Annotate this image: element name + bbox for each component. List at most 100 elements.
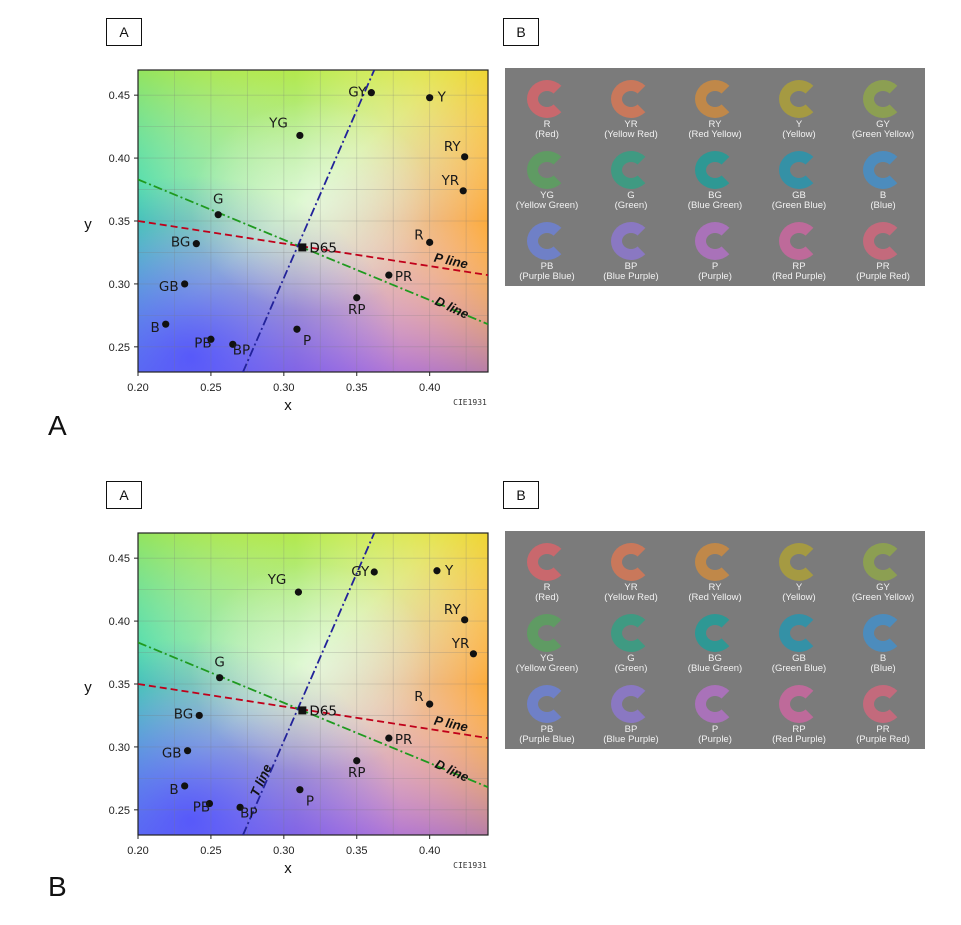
y-tick-label: 0.40 <box>109 153 130 165</box>
color-swatch-panel: R (Red) YR (Yellow Red) RY (Red Yellow) Y (Yell… <box>505 531 925 749</box>
swatch-panel-label: B <box>503 18 539 46</box>
reference-line <box>242 533 376 835</box>
point-label: PR <box>395 732 413 748</box>
point-label: YR <box>451 636 470 652</box>
y-axis-label: y <box>84 216 92 233</box>
x-tick-label: 0.20 <box>127 382 148 394</box>
landolt-ring-icon <box>863 543 903 581</box>
chromaticity-background <box>138 533 488 835</box>
point-label: B <box>169 782 178 798</box>
landolt-ring-icon <box>695 685 735 723</box>
swatch-name: (Purple Red) <box>856 271 910 282</box>
x-tick-label: 0.25 <box>200 845 221 857</box>
line-label: P line <box>433 713 470 735</box>
landolt-ring-icon <box>527 685 567 723</box>
figure-a: A B P line D line Y GY YG RY YR G BG R GB PR RP P B PB B… <box>0 0 961 462</box>
swatch-name: (Purple Red) <box>856 734 910 745</box>
data-point <box>296 786 304 794</box>
point-label: YR <box>441 173 460 189</box>
swatch-name: (Purple Blue) <box>519 734 575 745</box>
swatch-name: (Red) <box>535 592 559 603</box>
landolt-ring-icon <box>611 543 651 581</box>
swatch-code: G <box>627 190 635 201</box>
swatch-gb: GB (Green Blue) <box>757 139 841 211</box>
white-point-label: D65 <box>309 240 337 256</box>
point-label: R <box>414 689 423 705</box>
swatch-code: BP <box>624 724 638 735</box>
swatch-name: (Red Yellow) <box>688 129 742 140</box>
source-label: CIE1931 <box>453 861 487 870</box>
point-label: BG <box>174 706 194 722</box>
swatch-name: (Green Blue) <box>771 663 827 674</box>
swatch-code: RY <box>708 582 722 593</box>
swatch-yr: YR (Yellow Red) <box>589 531 673 603</box>
swatch-r: R (Red) <box>505 531 589 603</box>
landolt-ring-icon <box>779 685 819 723</box>
swatch-ry: RY (Red Yellow) <box>673 68 757 140</box>
y-tick-label: 0.25 <box>109 342 130 354</box>
landolt-ring-icon <box>863 614 903 652</box>
swatch-name: (Red) <box>535 129 559 140</box>
swatch-name: (Blue Green) <box>687 200 743 211</box>
swatch-name: (Blue) <box>870 663 896 674</box>
swatch-name: (Blue Green) <box>687 663 743 674</box>
landolt-ring-icon <box>611 685 651 723</box>
swatch-pb: PB (Purple Blue) <box>505 210 589 282</box>
x-tick-label: 0.35 <box>346 382 367 394</box>
swatch-gy: GY (Green Yellow) <box>841 68 925 140</box>
data-point <box>459 187 467 195</box>
y-tick-label: 0.40 <box>109 616 130 628</box>
data-point <box>370 568 378 576</box>
chart-panel-label: A <box>106 481 142 509</box>
data-point <box>469 650 478 658</box>
x-tick-label: 0.40 <box>419 845 440 857</box>
data-point <box>162 320 170 328</box>
swatch-name: (Yellow Green) <box>515 200 579 211</box>
point-label: YG <box>268 115 288 131</box>
point-label: P <box>306 794 314 810</box>
landolt-ring-icon <box>695 151 735 189</box>
landolt-ring-icon <box>611 80 651 118</box>
swatch-code: YG <box>540 190 554 201</box>
swatch-name: (Yellow Green) <box>515 663 579 674</box>
landolt-ring-icon <box>779 222 819 260</box>
swatch-code: GY <box>876 119 890 130</box>
point-label: BP <box>233 342 250 358</box>
white-point-marker <box>298 706 307 715</box>
x-tick-label: 0.40 <box>419 382 440 394</box>
swatch-name: (Red Purple) <box>772 734 826 745</box>
line-label: P line <box>433 250 470 272</box>
swatch-name: (Red Purple) <box>772 271 826 282</box>
swatch-name: (Green Yellow) <box>851 592 915 603</box>
data-point <box>353 757 361 765</box>
swatch-p: P (Purple) <box>673 210 757 282</box>
color-swatch-panel: R (Red) YR (Yellow Red) RY (Red Yellow) Y (Yell… <box>505 68 925 286</box>
data-point <box>385 271 393 279</box>
landolt-ring-icon <box>779 80 819 118</box>
landolt-ring-icon <box>527 543 567 581</box>
point-label: G <box>213 192 223 208</box>
chart-panel-label: A <box>106 18 142 46</box>
swatch-g: G (Green) <box>589 139 673 211</box>
swatch-g: G (Green) <box>589 602 673 674</box>
reference-lines <box>138 533 488 835</box>
y-tick-label: 0.30 <box>109 279 130 291</box>
swatch-name: (Purple Blue) <box>519 271 575 282</box>
swatch-panel-label: B <box>503 481 539 509</box>
point-label: B <box>150 320 159 336</box>
swatch-code: BG <box>708 190 722 201</box>
data-point <box>192 240 200 248</box>
landolt-ring-icon <box>611 151 651 189</box>
landolt-ring-icon <box>779 543 819 581</box>
reference-line <box>138 220 488 276</box>
source-label: CIE1931 <box>453 398 487 407</box>
figure-b: A B P line D line T line Y GY YG RY YR G BG R GB PR R… <box>0 463 961 925</box>
point-label: PB <box>194 335 211 351</box>
point-label: RP <box>348 765 366 781</box>
swatch-code: GY <box>876 582 890 593</box>
x-axis-label: x <box>284 860 292 877</box>
reference-line <box>138 683 488 739</box>
reference-line <box>138 178 488 326</box>
